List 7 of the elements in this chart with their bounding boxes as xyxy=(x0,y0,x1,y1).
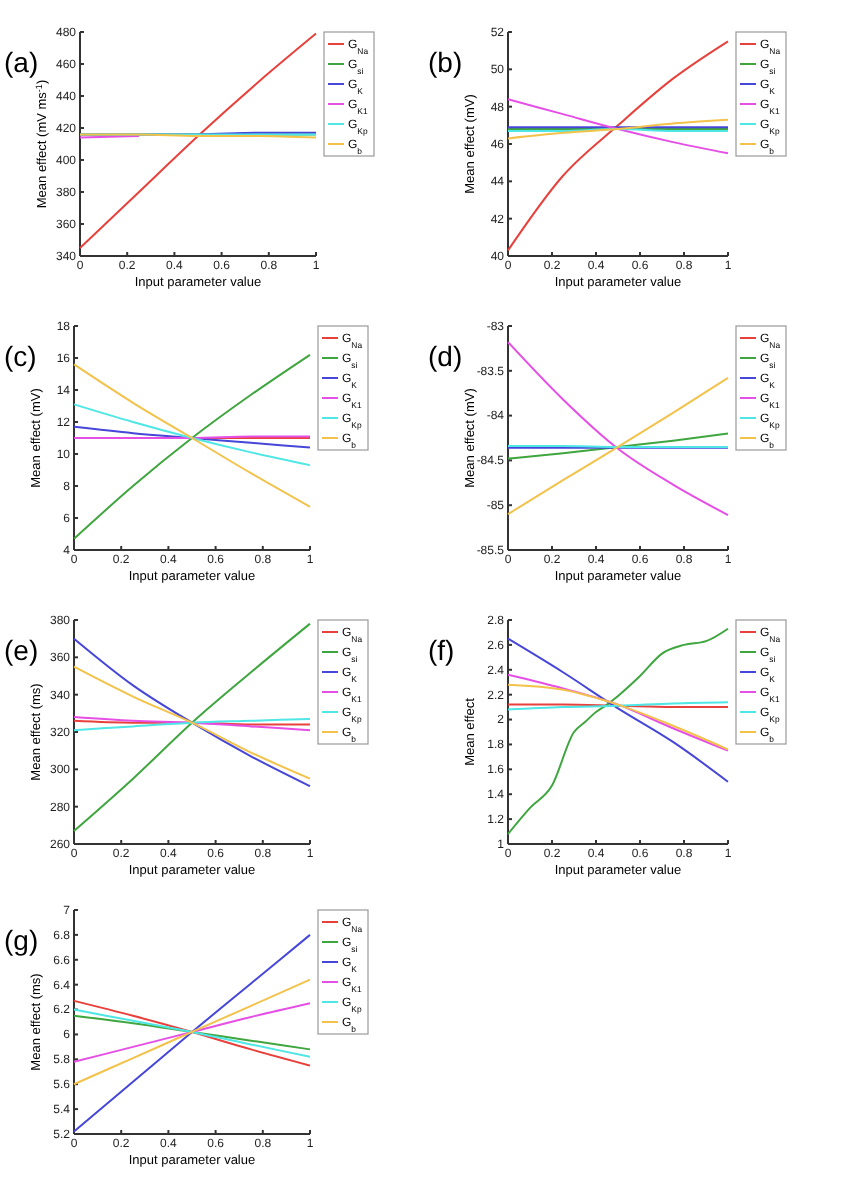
text: (a) xyxy=(4,46,39,78)
text: (d) xyxy=(428,340,463,372)
text: (g) xyxy=(4,924,39,956)
text: (f) xyxy=(428,634,455,666)
text: (e) xyxy=(4,634,39,666)
text: (b) xyxy=(428,46,463,78)
text: (c) xyxy=(4,340,37,372)
